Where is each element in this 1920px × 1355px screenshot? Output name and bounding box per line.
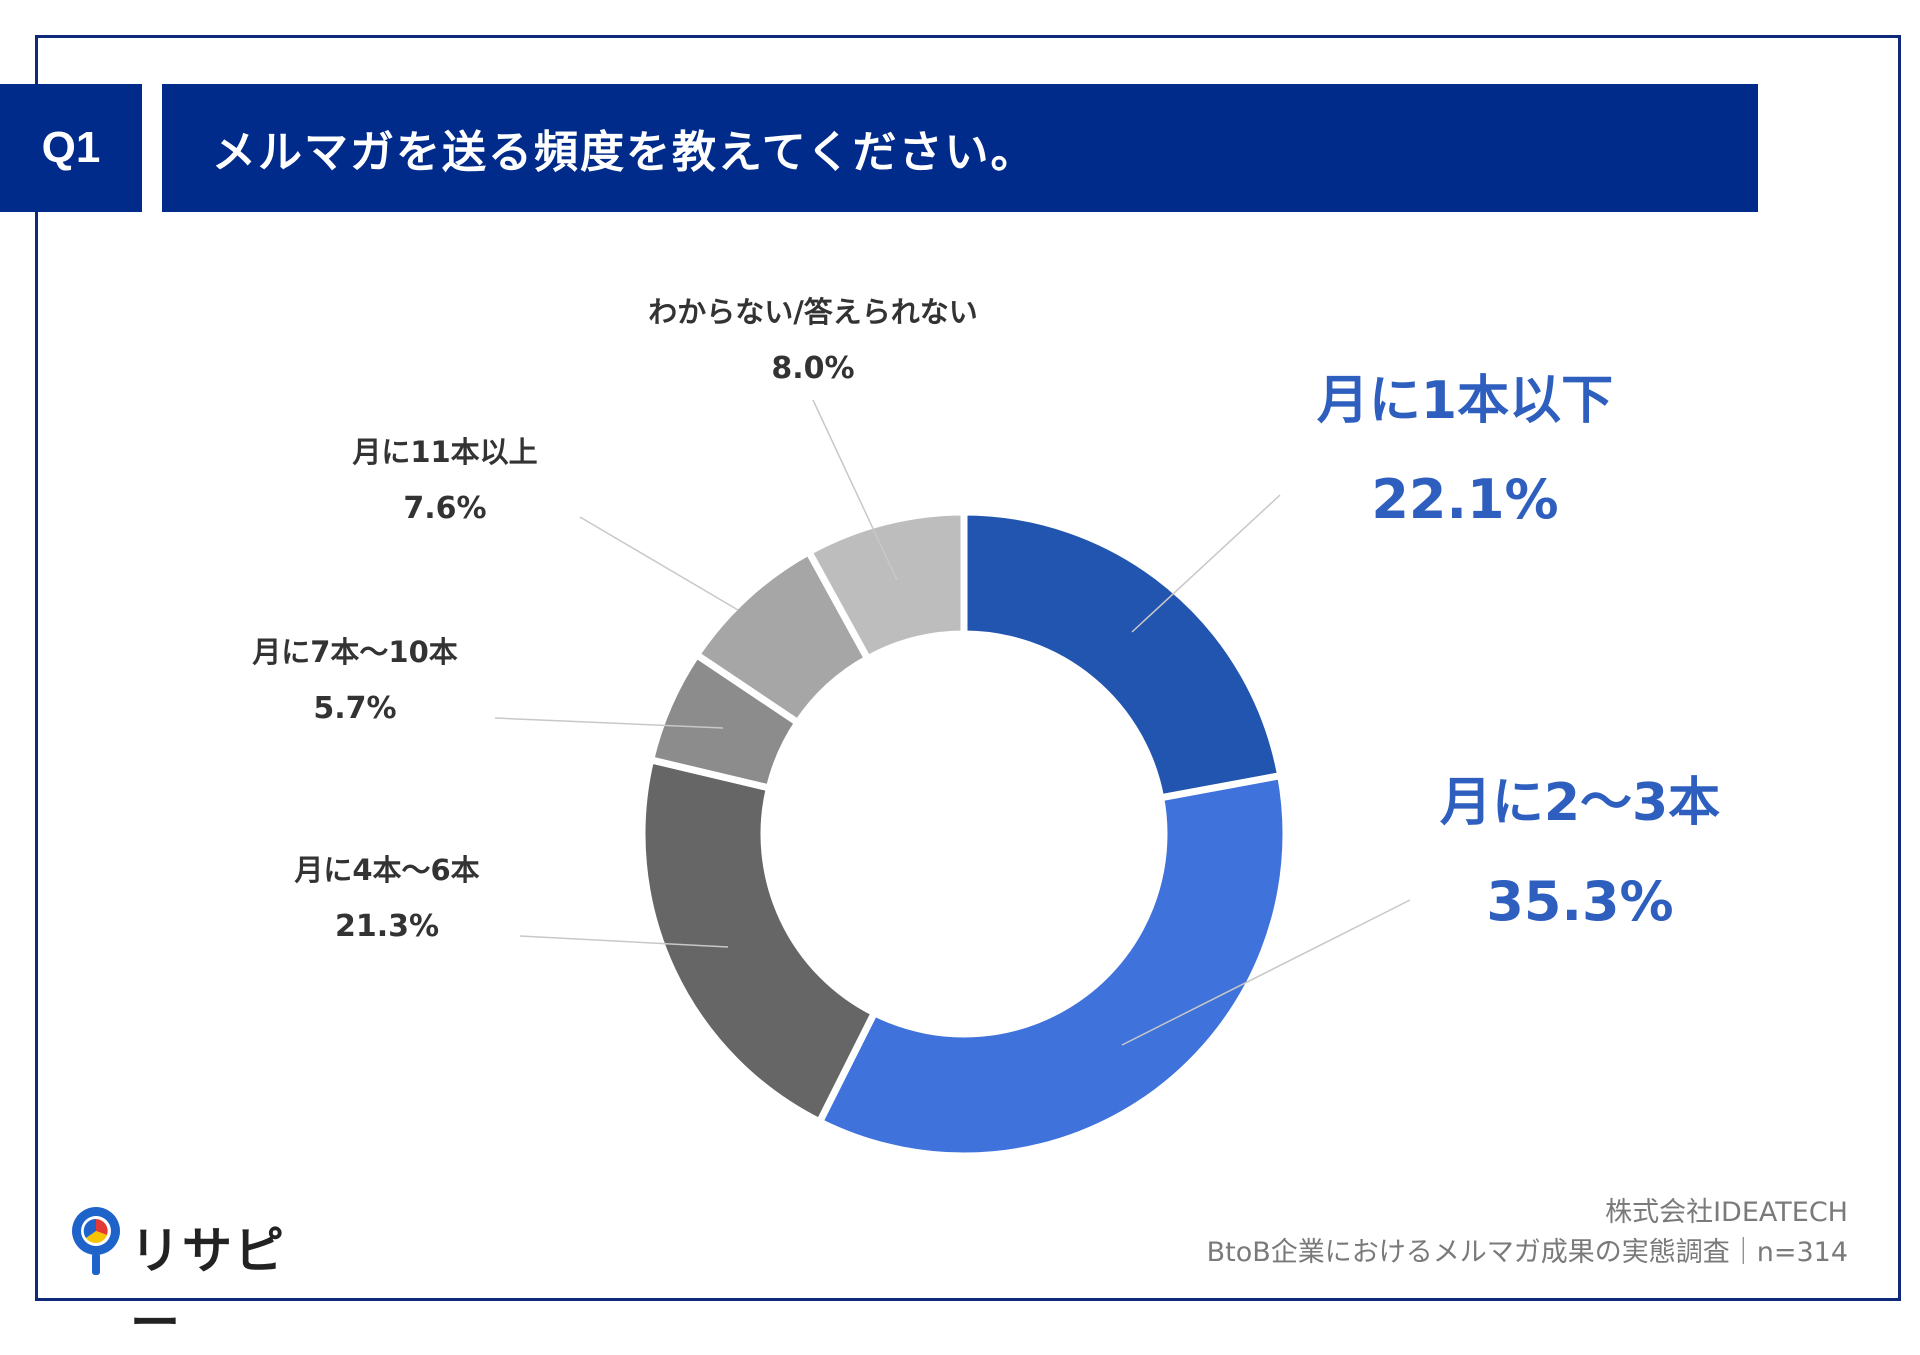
footer-company: 株式会社IDEATECH (1605, 1197, 1848, 1228)
value-label-2: 35.3% (1486, 870, 1673, 933)
category-label-1: 月に1本以下 (1317, 371, 1613, 431)
category-label-5: 月に11本以上 (351, 435, 537, 469)
logo-text: リサピー (130, 1222, 286, 1352)
value-label-3: 21.3% (335, 909, 439, 944)
slice-group (638, 508, 1290, 1160)
value-label-6: 8.0% (771, 351, 854, 386)
question-badge: Q1 (0, 84, 142, 212)
category-label-3: 月に4本〜6本 (293, 853, 479, 887)
magnifier-logo-icon (72, 1207, 120, 1275)
value-label-1: 22.1% (1371, 468, 1558, 531)
chart-frame (35, 35, 1901, 1301)
leader-line-2 (1121, 899, 1411, 1046)
footer-survey: BtoB企業におけるメルマガ成果の実態調査｜n=314 (1206, 1237, 1848, 1268)
leader-line-6 (812, 399, 898, 581)
category-label-4: 月に7本〜10本 (251, 635, 458, 669)
risapi-logo: リサピー (68, 1203, 308, 1352)
value-label-4: 5.7% (313, 691, 396, 726)
donut-slice-2 (814, 771, 1290, 1160)
question-title: メルマガを送る頻度を教えてください。 (162, 84, 1758, 212)
leader-line-4 (494, 717, 724, 729)
leader-line-3 (519, 935, 729, 948)
donut-slice-6 (804, 508, 968, 664)
leader-line-1 (1131, 494, 1281, 633)
category-label-2: 月に2〜3本 (1440, 773, 1720, 833)
value-label-5: 7.6% (403, 491, 486, 526)
leader-line-5 (579, 516, 739, 611)
donut-slice-1 (960, 508, 1285, 802)
donut-slice-3 (638, 755, 880, 1127)
label-group: 月に1本以下 22.1% 月に2〜3本 35.3% 月に4本〜6本 21.3% 月に7本〜1… (251, 295, 1720, 944)
category-label-6: わからない/答えられない (648, 295, 978, 329)
leader-line-group (494, 399, 1411, 1046)
